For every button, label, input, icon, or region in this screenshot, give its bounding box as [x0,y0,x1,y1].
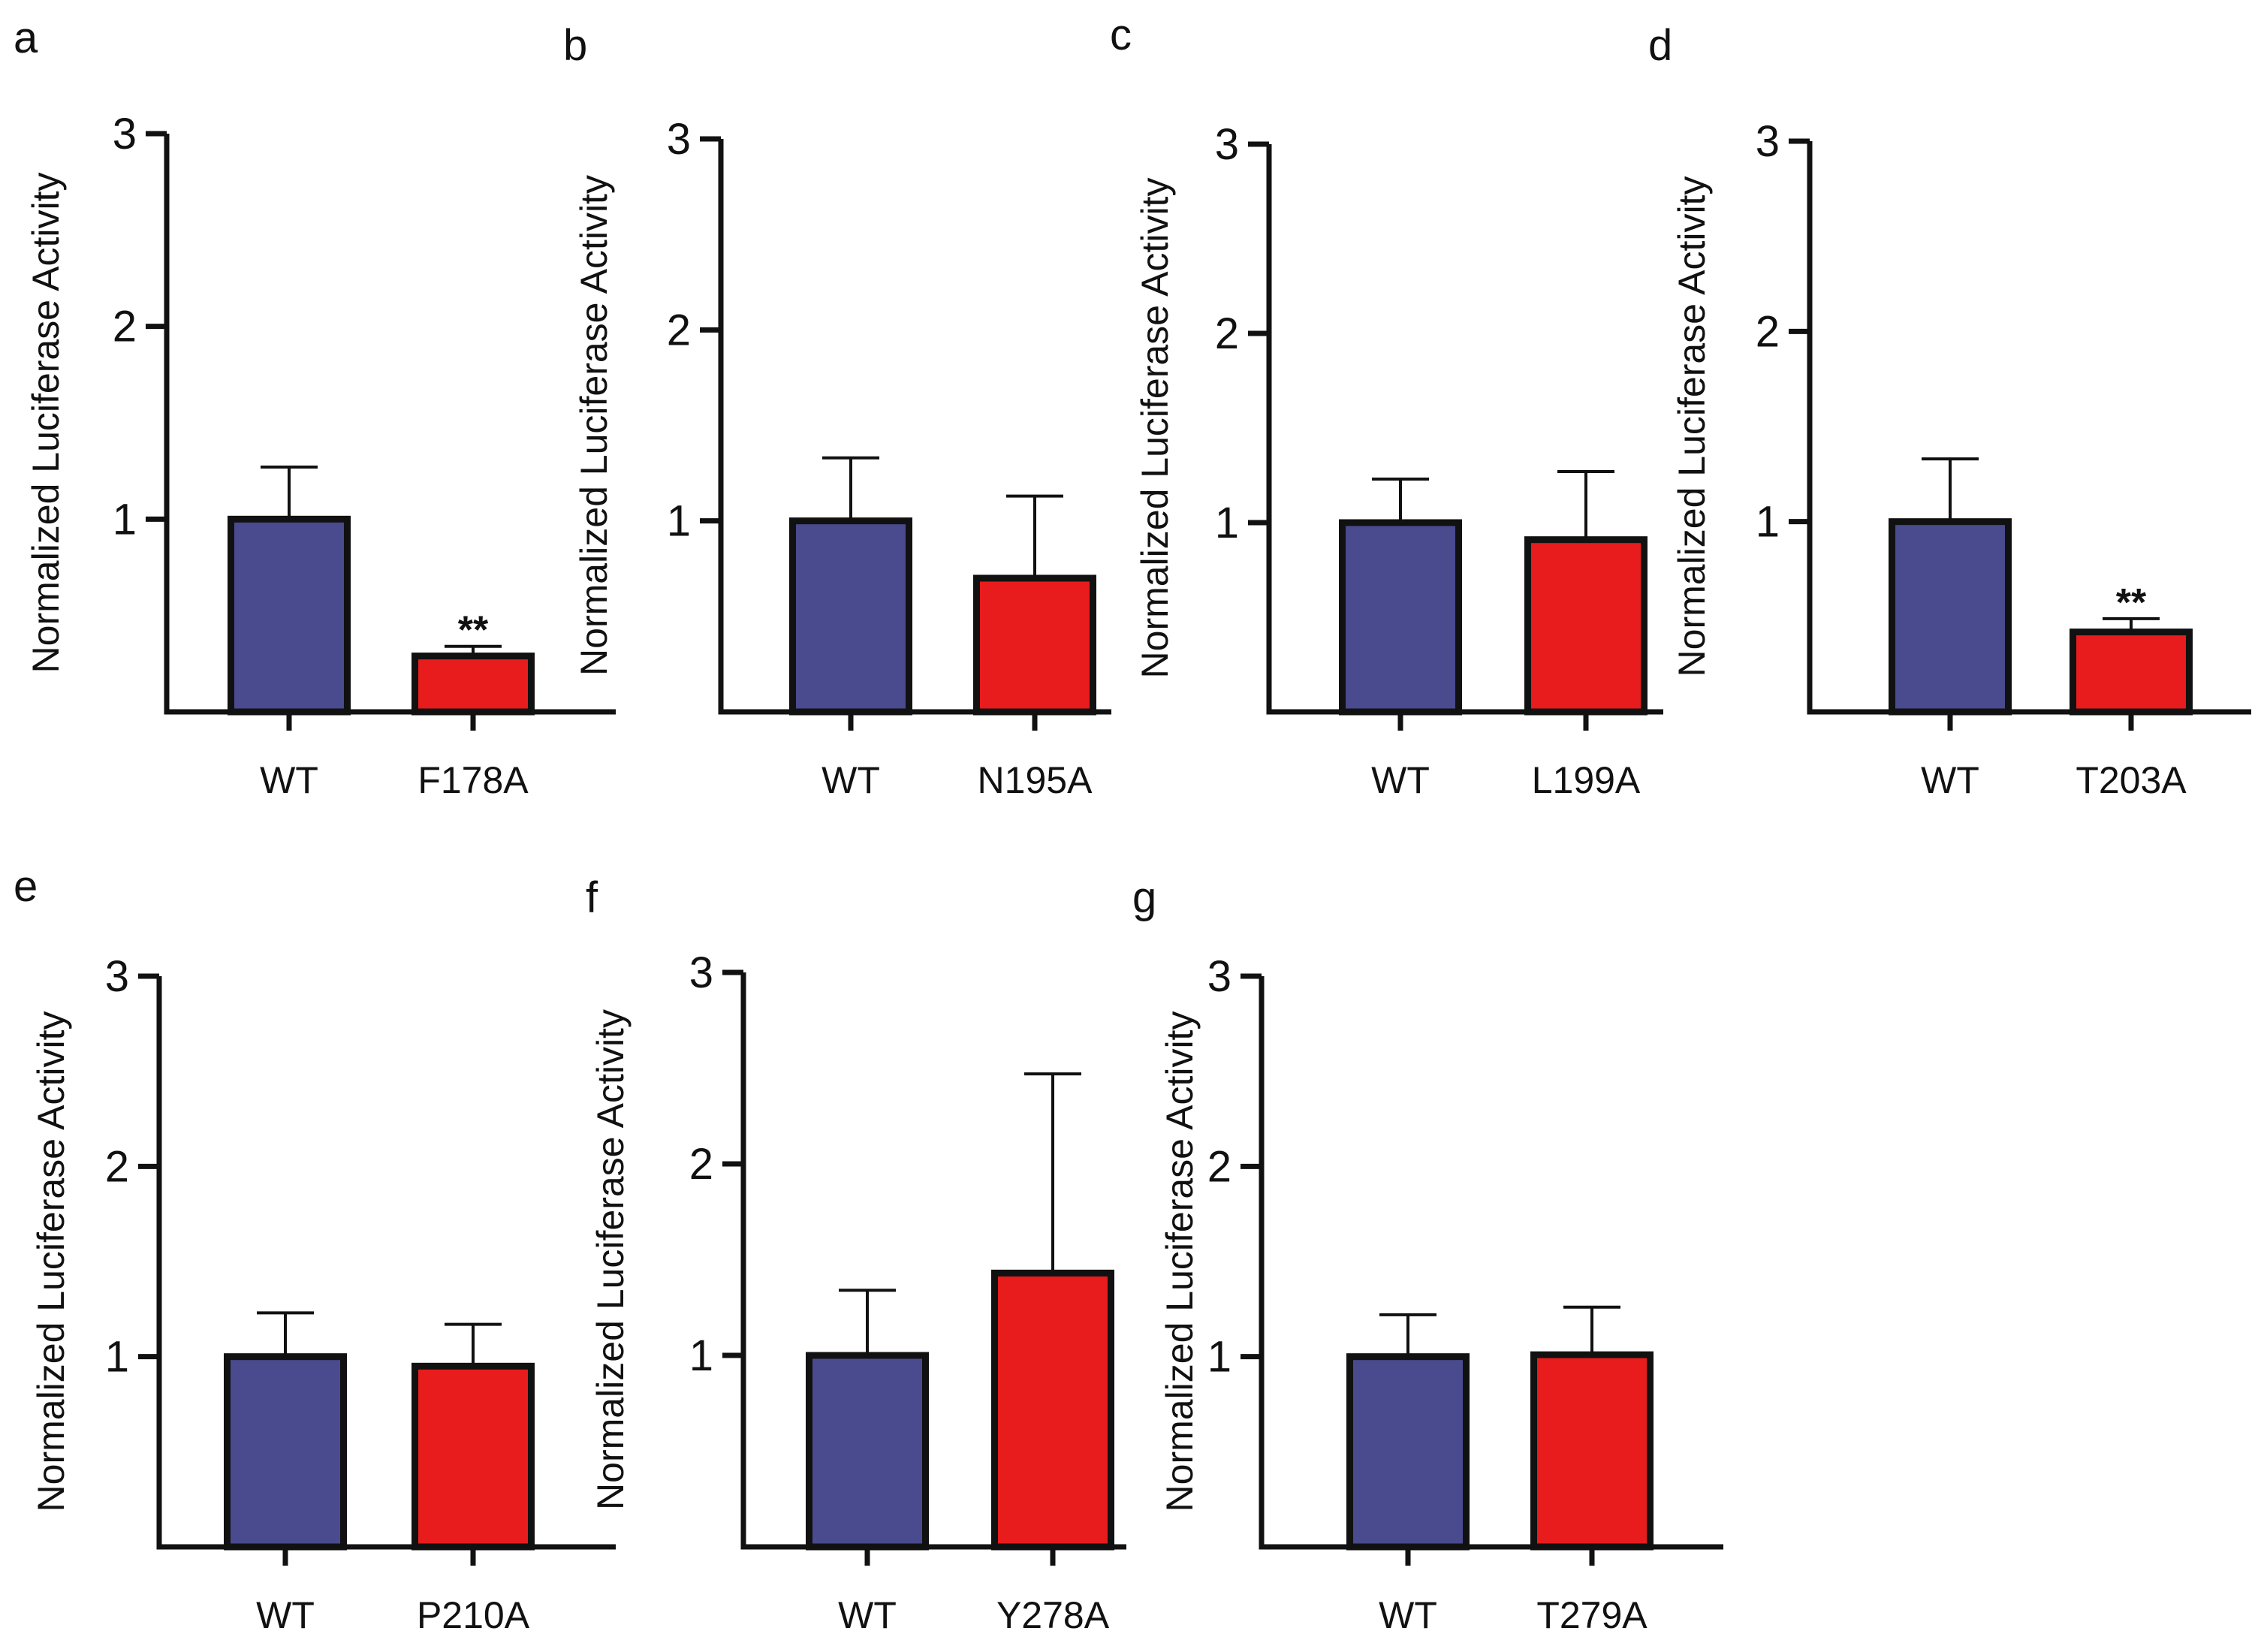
bar-n195a [973,574,1096,716]
y-tick-label: 1 [1756,498,1780,547]
x-category-label: WT [821,759,880,801]
y-tick-label: 3 [1207,952,1231,1001]
panel-letter: g [1132,873,1156,922]
significance-label: ** [458,609,489,653]
x-category-label: T279A [1536,1594,1648,1636]
x-category-label: F178A [418,759,529,801]
bar-f178a [411,653,535,716]
chart-panel-f: f 1 2 3 Normalized Luciferase Activity WT Y278… [586,873,1126,1636]
y-tick-label: 1 [667,497,691,546]
bar-p210a [411,1362,535,1551]
bar-wt [806,1352,929,1551]
x-category-label: N195A [978,759,1093,801]
y-tick-label: 3 [113,110,137,158]
bar-wt [1346,1353,1470,1551]
panel-letter: a [14,14,38,62]
panel-letter: b [563,21,587,70]
x-category-label: T203A [2076,759,2187,801]
y-tick-label: 2 [1215,309,1239,358]
y-tick-label: 3 [1215,120,1239,169]
x-category-label: WT [260,759,318,801]
panel-letter: d [1648,21,1672,70]
y-tick-label: 3 [1756,117,1780,166]
y-axis-title: Normalized Luciferase Activity [30,1011,72,1512]
bar-wt [1339,519,1462,716]
y-tick-label: 2 [1207,1142,1231,1191]
bar-t203a [2070,629,2193,716]
chart-panel-b: b 1 2 3 Normalized Luciferase Activity WT N195… [563,21,1111,801]
bar-l199a [1524,536,1648,716]
chart-panel-c: c 1 2 3 Normalized Luciferase Activity WT L199… [1110,11,1663,801]
y-tick-label: 3 [667,115,691,164]
y-tick-label: 2 [113,303,137,351]
x-category-label: P210A [417,1594,530,1636]
y-tick-label: 3 [105,952,129,1001]
y-axis-title: Normalized Luciferase Activity [1134,178,1176,679]
x-category-label: WT [838,1594,897,1636]
bar-wt [228,515,351,716]
bar-y278a [991,1269,1114,1551]
significance-label: ** [2116,581,2147,625]
y-tick-label: 2 [667,306,691,354]
chart-panel-e: e 1 2 3 Normalized Luciferase Activity WT P210… [14,862,616,1636]
y-tick-label: 1 [1207,1333,1231,1382]
bar-wt [789,517,912,716]
y-tick-label: 1 [689,1331,713,1380]
x-category-label: WT [1921,759,1979,801]
bar-wt [224,1353,347,1551]
x-category-label: WT [256,1594,315,1636]
chart-panel-d: d 1 2 3 Normalized Luciferase Activity WT T203… [1648,21,2251,801]
y-tick-label: 2 [1756,307,1780,356]
y-axis-title: Normalized Luciferase Activity [25,173,67,674]
y-axis-title: Normalized Luciferase Activity [589,1009,632,1510]
y-tick-label: 1 [113,495,137,544]
y-tick-label: 1 [1215,499,1239,547]
y-tick-label: 2 [105,1142,129,1191]
x-category-label: Y278A [996,1594,1110,1636]
panel-letter: f [586,873,598,922]
x-category-label: WT [1371,759,1430,801]
bar-t279a [1530,1351,1654,1551]
x-category-label: L199A [1532,759,1641,801]
chart-panel-a: a 1 2 3 Normalized Luciferase Activity WT F178… [14,14,616,801]
x-category-label: WT [1379,1594,1437,1636]
bar-wt [1889,518,2012,716]
y-tick-label: 2 [689,1140,713,1189]
y-axis-title: Normalized Luciferase Activity [573,175,615,676]
panel-letter: e [14,862,38,911]
y-axis-title: Normalized Luciferase Activity [1671,176,1713,677]
y-tick-label: 1 [105,1333,129,1382]
panel-letter: c [1110,11,1132,59]
y-axis-title: Normalized Luciferase Activity [1159,1011,1201,1512]
y-tick-label: 3 [689,948,713,997]
